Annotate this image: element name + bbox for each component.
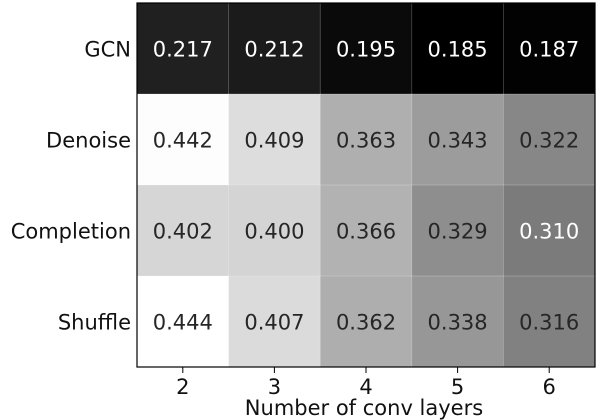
y-tick-label: Completion (11, 220, 131, 244)
cell-value-label: 0.338 (428, 311, 488, 335)
heatmap-cell (319, 275, 413, 368)
cell-value-label: 0.402 (153, 220, 213, 244)
x-tick-label: 2 (176, 375, 189, 399)
cell-value-label: 0.362 (336, 311, 396, 335)
x-axis-tick-labels: 2 3 4 5 6 (176, 367, 556, 399)
cell-value-label: 0.316 (519, 311, 579, 335)
heatmap-cell (228, 93, 322, 186)
cell-value-label: 0.217 (153, 38, 213, 62)
heatmap-cell (228, 275, 322, 368)
heatmap-cell (503, 93, 596, 186)
cell-value-label: 0.329 (428, 220, 488, 244)
y-tick-label: GCN (84, 38, 131, 62)
cell-value-label: 0.185 (428, 38, 488, 62)
cell-value-label: 0.195 (336, 38, 396, 62)
heatmap-cell (411, 184, 505, 277)
cell-value-label: 0.444 (153, 311, 213, 335)
cell-value-labels: 0.217 0.212 0.195 0.185 0.187 0.442 0.409 0.363… (153, 38, 580, 335)
heatmap-cell (411, 275, 505, 368)
heatmap-cell (503, 2, 596, 95)
cell-value-label: 0.407 (244, 311, 304, 335)
heatmap-cell (228, 184, 322, 277)
cell-value-label: 0.343 (428, 129, 488, 153)
x-tick-label: 5 (451, 375, 464, 399)
cell-value-label: 0.363 (336, 129, 396, 153)
heatmap-cell (319, 93, 413, 186)
cell-value-label: 0.187 (519, 38, 579, 62)
y-tick-label: Denoise (46, 129, 131, 153)
y-tick-label: Shuffle (58, 311, 131, 335)
cell-value-label: 0.400 (244, 220, 304, 244)
y-axis-tick-labels: GCN Denoise Completion Shuffle (11, 38, 131, 335)
cell-value-label: 0.442 (153, 129, 213, 153)
heatmap-cell (411, 2, 505, 95)
heatmap-cell (319, 184, 413, 277)
x-tick-label: 3 (268, 375, 281, 399)
heatmap-cell (503, 184, 596, 277)
x-tick-label: 6 (543, 375, 556, 399)
heatmap-cell (228, 2, 322, 95)
x-axis-label: Number of conv layers (245, 396, 483, 420)
cell-value-label: 0.212 (244, 38, 304, 62)
cell-value-label: 0.322 (519, 129, 579, 153)
cell-value-label: 0.310 (519, 220, 579, 244)
heatmap-cells (136, 2, 596, 368)
heatmap-cell (503, 275, 596, 368)
cell-value-label: 0.409 (244, 129, 304, 153)
cell-value-label: 0.366 (336, 220, 396, 244)
heatmap-cell (136, 93, 230, 186)
heatmap-cell (136, 2, 230, 95)
x-tick-label: 4 (359, 375, 372, 399)
